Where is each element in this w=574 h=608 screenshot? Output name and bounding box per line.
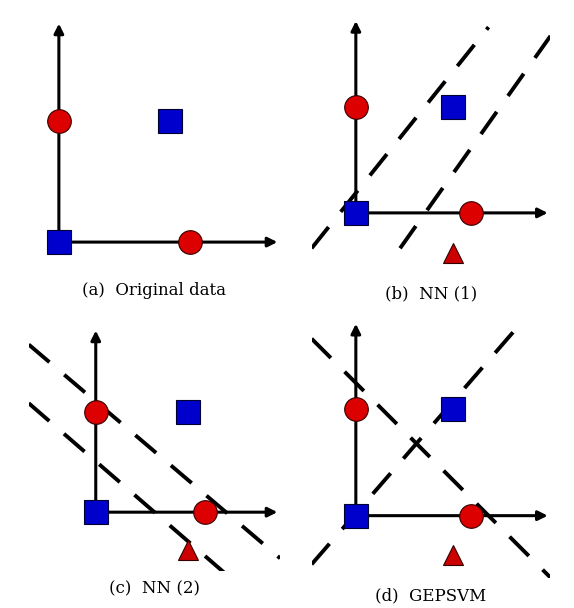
Text: (c)  NN (2): (c) NN (2) bbox=[109, 581, 200, 598]
Text: (b)  NN (1): (b) NN (1) bbox=[385, 285, 477, 302]
Text: (a)  Original data: (a) Original data bbox=[83, 282, 226, 299]
Text: (d)  GEPSVM: (d) GEPSVM bbox=[375, 588, 487, 605]
